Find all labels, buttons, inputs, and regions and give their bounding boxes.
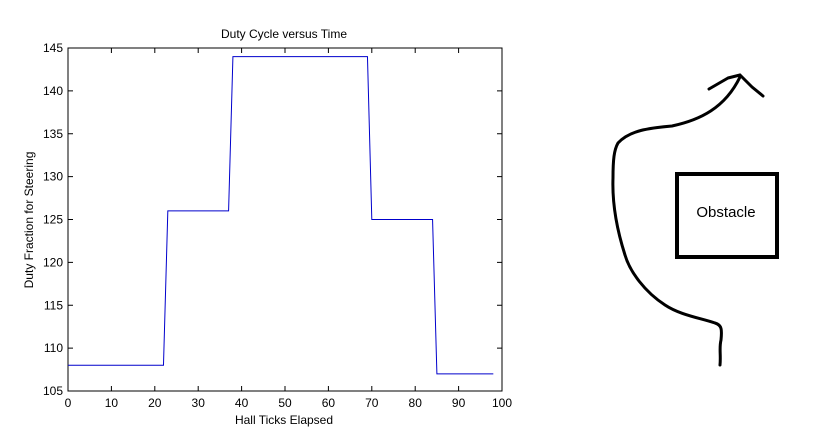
curved-path-arrow [611,75,742,367]
x-tick-label: 20 [148,396,162,410]
y-tick-label: 110 [44,341,63,355]
series [68,56,494,375]
x-tick-label: 100 [492,396,512,410]
x-tick-label: 60 [322,396,336,410]
obstacle-label: Obstacle [696,204,755,221]
chart-title: Duty Cycle versus Time [221,27,347,41]
axes-box [67,47,503,392]
obstacle-box [675,172,779,259]
x-tick-label: 30 [192,396,206,410]
series-line [68,56,494,375]
x-tick-label: 70 [365,396,379,410]
y-tick-label: 125 [43,213,63,227]
y-tick-label: 130 [43,170,63,184]
y-tick-label: 140 [43,84,63,98]
y-tick-label: 145 [43,41,63,55]
y-tick-label: 105 [43,384,63,398]
y-tick-label: 135 [43,127,63,141]
plot-area: 0 10 20 30 40 50 60 70 80 90 100 105 110 115 120 125 130… [22,27,512,427]
x-tick-label: 80 [409,396,423,410]
x-axis-label: Hall Ticks Elapsed [235,413,333,427]
y-axis-label: Duty Fraction for Steering [22,152,36,289]
x-tick-label: 0 [65,396,72,410]
tick-labels: 0 10 20 30 40 50 60 70 80 90 100 105 110 115 120 125 130… [43,41,512,410]
arrowhead [707,73,765,98]
y-tick-label: 115 [44,298,63,312]
x-tick-label: 90 [452,396,466,410]
ticks [67,47,503,392]
x-tick-label: 10 [105,396,119,410]
y-tick-label: 120 [43,255,63,269]
obstacle-sketch: Obstacle [611,73,779,367]
x-tick-label: 40 [235,396,249,410]
x-tick-label: 50 [278,396,292,410]
